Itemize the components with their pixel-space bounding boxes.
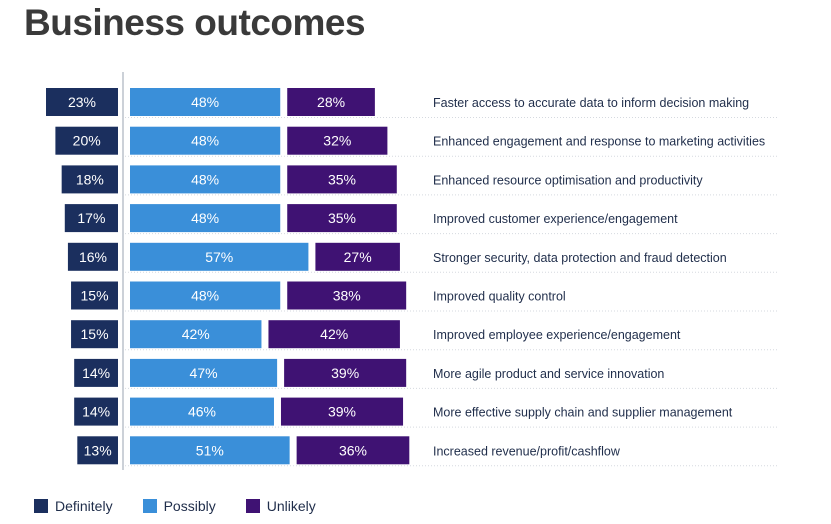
category-label: Improved quality control	[433, 290, 566, 304]
legend-label-unlikely: Unlikely	[266, 498, 316, 514]
bar-definitely	[74, 397, 118, 426]
category-label: Stronger security, data protection and f…	[433, 251, 727, 265]
data-label-unlikely: 39%	[331, 365, 359, 381]
data-label-definitely: 23%	[68, 94, 96, 110]
data-label-unlikely: 38%	[333, 288, 361, 304]
data-label-unlikely: 35%	[328, 210, 356, 226]
data-label-possibly: 48%	[191, 210, 219, 226]
data-label-unlikely: 28%	[317, 94, 345, 110]
bar-unlikely	[287, 281, 407, 310]
legend-swatch-possibly	[142, 499, 157, 513]
data-label-definitely: 13%	[84, 442, 112, 458]
data-label-possibly: 48%	[191, 171, 219, 187]
data-label-definitely: 14%	[82, 404, 110, 420]
legend-item-unlikely: Unlikely	[245, 498, 316, 514]
bar-possibly	[130, 242, 309, 271]
bar-possibly	[130, 397, 274, 426]
data-label-possibly: 57%	[205, 249, 233, 265]
bar-unlikely	[287, 204, 397, 233]
data-label-definitely: 17%	[77, 210, 105, 226]
bar-possibly	[130, 436, 290, 465]
data-label-unlikely: 42%	[320, 326, 348, 342]
bar-unlikely	[287, 126, 388, 155]
legend-swatch-unlikely	[245, 499, 260, 513]
bar-possibly	[130, 281, 281, 310]
data-label-definitely: 15%	[81, 326, 109, 342]
data-label-possibly: 46%	[188, 404, 216, 420]
data-label-possibly: 47%	[190, 365, 218, 381]
data-label-definitely: 14%	[82, 365, 110, 381]
chart-title: Business outcomes	[24, 2, 366, 43]
category-label: Improved customer experience/engagement	[433, 212, 678, 226]
data-label-possibly: 48%	[191, 288, 219, 304]
bar-unlikely	[284, 358, 407, 387]
legend-swatch-definitely	[34, 499, 48, 513]
data-label-unlikely: 27%	[344, 249, 372, 265]
data-label-unlikely: 32%	[323, 133, 351, 149]
bar-definitely	[71, 320, 118, 349]
category-label: Faster access to accurate data to inform…	[433, 96, 749, 110]
bar-possibly	[130, 204, 281, 233]
bar-possibly	[130, 88, 281, 116]
category-label: Improved employee experience/engagement	[433, 328, 681, 342]
data-label-unlikely: 39%	[328, 404, 356, 420]
data-label-possibly: 51%	[196, 442, 224, 458]
data-label-unlikely: 35%	[328, 171, 356, 187]
data-label-possibly: 48%	[191, 94, 219, 110]
data-label-definitely: 16%	[79, 249, 107, 265]
bar-unlikely	[315, 242, 400, 271]
data-label-possibly: 42%	[182, 326, 210, 342]
bar-possibly	[130, 320, 262, 349]
data-label-definitely: 18%	[76, 171, 104, 187]
bar-possibly	[130, 126, 281, 155]
legend-item-possibly: Possibly	[142, 498, 216, 514]
bar-unlikely	[287, 165, 397, 194]
legend: Definitely Possibly Unlikely	[34, 498, 346, 514]
data-label-definitely: 15%	[81, 288, 109, 304]
data-label-unlikely: 36%	[339, 442, 367, 458]
bar-unlikely	[280, 397, 404, 426]
bar-definitely	[71, 281, 118, 310]
category-label: Increased revenue/profit/cashflow	[433, 444, 621, 458]
bar-definitely	[77, 436, 118, 465]
bar-possibly	[130, 165, 281, 194]
bar-definitely	[61, 165, 118, 194]
category-label: More agile product and service innovatio…	[433, 367, 664, 381]
category-label: Enhanced engagement and response to mark…	[433, 135, 765, 149]
bar-unlikely	[296, 436, 410, 465]
bar-definitely	[55, 126, 118, 155]
category-label: Enhanced resource optimisation and produ…	[433, 173, 703, 187]
legend-item-definitely: Definitely	[34, 498, 113, 514]
bar-possibly	[130, 358, 278, 387]
bar-definitely	[64, 204, 118, 233]
bar-unlikely	[268, 320, 400, 349]
bar-definitely	[74, 358, 118, 387]
legend-label-possibly: Possibly	[163, 498, 216, 514]
data-label-possibly: 48%	[191, 133, 219, 149]
bar-unlikely	[287, 88, 375, 116]
category-label: More effective supply chain and supplier…	[433, 406, 733, 420]
legend-label-definitely: Definitely	[55, 498, 113, 514]
bar-definitely	[67, 242, 118, 271]
data-label-definitely: 20%	[73, 133, 101, 149]
bar-definitely	[46, 88, 119, 116]
